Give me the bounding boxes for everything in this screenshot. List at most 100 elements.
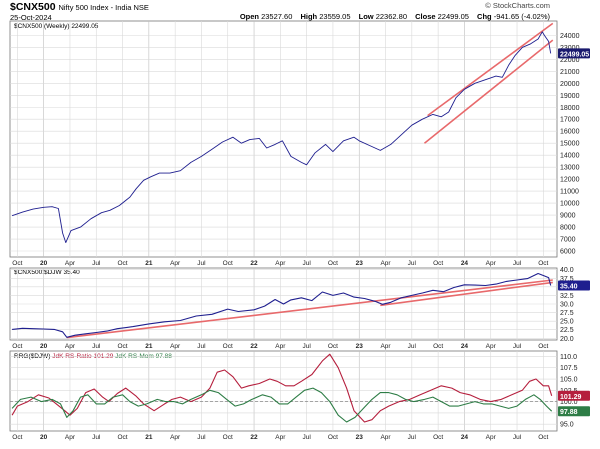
rs-y-tick-label-4: 30.0 [560, 302, 574, 309]
rrg-x-tick-label-16: Oct [433, 434, 443, 441]
price-y-tick-label-12: 18000 [560, 105, 580, 112]
price-x-tick-label-10: Apr [275, 260, 286, 267]
high-label: High [300, 12, 318, 21]
rrg-series-line-0 [11, 353, 553, 423]
rrg-series-line-1 [11, 387, 553, 423]
price-y-tick-label-17: 23000 [560, 45, 580, 52]
price-y-tick-label-2: 8000 [560, 225, 576, 232]
rrg-x-tick-label-8: Oct [223, 434, 233, 441]
rrg-x-tick-label-17: 24 [461, 434, 469, 441]
rs-x-tick-label-19: Jul [513, 343, 522, 350]
rrg-x-tick-label-2: Apr [65, 434, 76, 441]
price-x-tick-label-14: Apr [380, 260, 391, 267]
price-y-tick-label-11: 17000 [560, 117, 580, 124]
price-y-tick-label-3: 9000 [560, 213, 576, 220]
price-y-tick-label-15: 21000 [560, 69, 580, 76]
chg-value: -941.65 (-4.02%) [493, 12, 550, 21]
price-x-tick-label-7: Jul [197, 260, 206, 267]
rs-x-tick-label-20: Oct [538, 343, 548, 350]
price-last-value-badge-0 [558, 48, 590, 59]
rrg-x-tick-label-6: Apr [170, 434, 181, 441]
rrg-last-value-badge-1 [558, 406, 590, 417]
price-y-tick-label-14: 20000 [560, 81, 580, 88]
price-last-value-label-0: 22499.05 [560, 51, 589, 58]
rrg-panel-frame [9, 350, 558, 432]
ohlc-readout: Open 23527.60 High 23559.05 Low 22362.80… [234, 12, 550, 21]
rs-x-tick-label-7: Jul [197, 343, 206, 350]
rrg-x-tick-label-3: Jul [92, 434, 101, 441]
rrg-x-tick-label-15: Jul [408, 434, 417, 441]
rs-y-tick-label-1: 22.5 [560, 327, 574, 334]
rrg-x-tick-label-7: Jul [197, 434, 206, 441]
price-x-tick-label-19: Jul [513, 260, 522, 267]
rrg-x-tick-label-11: Jul [302, 434, 311, 441]
price-y-tick-label-9: 15000 [560, 141, 580, 148]
close-label: Close [415, 12, 436, 21]
price-x-tick-label-20: Oct [538, 260, 548, 267]
rs-x-tick-label-0: Oct [12, 343, 22, 350]
rs-x-tick-label-8: Oct [223, 343, 233, 350]
rrg-last-value-label-0: 101.29 [560, 394, 582, 401]
close-value: 22499.05 [437, 12, 469, 21]
rrg-x-tick-label-0: Oct [12, 434, 22, 441]
open-value: 23527.60 [261, 12, 293, 21]
rrg-x-tick-label-18: Apr [486, 434, 497, 441]
rrg-x-tick-label-19: Jul [513, 434, 522, 441]
rs-x-tick-label-5: 21 [145, 343, 153, 350]
rs-x-tick-label-16: Oct [433, 343, 443, 350]
rrg-x-tick-label-5: 21 [145, 434, 153, 441]
source-credit: © StockCharts.com [485, 1, 550, 10]
price-x-tick-label-8: Oct [223, 260, 233, 267]
rs-series-line-0 [12, 272, 552, 338]
rrg-x-tick-label-10: Apr [275, 434, 286, 441]
price-panel-frame [9, 20, 558, 258]
rs-x-tick-label-11: Jul [302, 343, 311, 350]
open-label: Open [239, 12, 259, 21]
price-y-tick-label-6: 12000 [560, 177, 580, 184]
chart-title: $CNX500 Nifty 500 Index - India NSE [10, 1, 149, 13]
price-x-tick-label-5: 21 [145, 260, 153, 267]
price-x-tick-label-11: Jul [302, 260, 311, 267]
rs-x-tick-label-9: 22 [250, 343, 258, 350]
index-name: Nifty 500 Index - India NSE [58, 3, 149, 12]
rs-panel-title: $CNX500:$DJW 35.40 [14, 269, 80, 276]
rs-x-tick-label-2: Apr [65, 343, 76, 350]
price-x-tick-label-9: 22 [250, 260, 258, 267]
rs-y-tick-label-8: 40.0 [560, 267, 574, 274]
rs-x-tick-label-3: Jul [92, 343, 101, 350]
rs-x-tick-label-12: Oct [328, 343, 338, 350]
price-x-tick-label-2: Apr [65, 260, 76, 267]
rrg-y-tick-label-2: 100.0 [560, 399, 578, 406]
rs-x-tick-label-1: 20 [40, 343, 48, 350]
rrg-x-tick-label-12: Oct [328, 434, 338, 441]
price-y-tick-label-5: 11000 [560, 189, 579, 196]
rs-x-tick-label-10: Apr [275, 343, 286, 350]
price-panel-title: $CNX500 (Weekly) 22499.05 [14, 23, 99, 30]
rs-last-value-badge-0 [558, 280, 590, 291]
rs-y-tick-label-5: 32.5 [560, 293, 574, 300]
price-x-tick-label-18: Apr [486, 260, 497, 267]
price-x-tick-label-3: Jul [92, 260, 101, 267]
price-y-tick-label-8: 14000 [560, 153, 580, 160]
rs-y-tick-label-3: 27.5 [560, 310, 574, 317]
rrg-y-tick-label-5: 107.5 [560, 365, 578, 372]
price-y-tick-label-18: 24000 [560, 33, 580, 40]
rs-x-tick-label-14: Apr [380, 343, 391, 350]
price-x-tick-label-16: Oct [433, 260, 443, 267]
price-x-tick-label-15: Jul [408, 260, 417, 267]
rrg-last-value-label-1: 97.88 [560, 409, 578, 416]
chart-date: 25-Oct-2024 [10, 13, 52, 22]
rs-x-tick-label-6: Apr [170, 343, 181, 350]
price-y-tick-label-7: 13000 [560, 165, 580, 172]
rrg-y-tick-label-4: 105.0 [560, 377, 578, 384]
price-y-tick-label-4: 10000 [560, 201, 580, 208]
rrg-y-tick-label-6: 110.0 [560, 354, 577, 361]
price-x-tick-label-12: Oct [328, 260, 338, 267]
low-value: 22362.80 [375, 12, 408, 21]
price-y-tick-label-13: 19000 [560, 93, 580, 100]
rrg-x-tick-label-1: 20 [40, 434, 48, 441]
price-x-tick-label-0: Oct [12, 260, 22, 267]
price-y-tick-label-10: 16000 [560, 129, 580, 136]
rs-x-tick-label-4: Oct [117, 343, 127, 350]
